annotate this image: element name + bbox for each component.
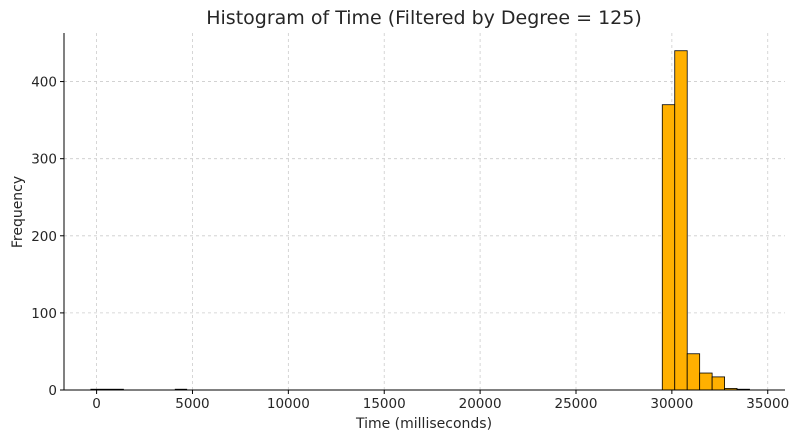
x-tick-label: 0 xyxy=(92,396,101,412)
x-tick-label: 35000 xyxy=(746,396,789,412)
y-tick-label: 200 xyxy=(31,229,57,245)
x-tick-label: 15000 xyxy=(363,396,406,412)
x-tick-label: 25000 xyxy=(555,396,598,412)
y-tick-label: 300 xyxy=(31,152,57,168)
y-axis-label: Frequency xyxy=(10,176,26,248)
x-tick-label: 5000 xyxy=(175,396,209,412)
x-tick-label: 10000 xyxy=(267,396,310,412)
bars xyxy=(90,50,750,391)
histogram-bar xyxy=(674,50,688,391)
x-tick-label: 30000 xyxy=(650,396,693,412)
y-tick-label: 0 xyxy=(48,383,57,399)
histogram-bar xyxy=(686,353,701,391)
axis-ticks: 0 5000 10000 15000 20000 25000 30000 35000 0 100 2… xyxy=(31,75,789,412)
histogram-bar xyxy=(699,372,713,391)
y-tick-label: 400 xyxy=(31,75,57,91)
chart-title: Histogram of Time (Filtered by Degree = … xyxy=(206,7,642,29)
x-tick-label: 20000 xyxy=(459,396,502,412)
y-tick-label: 100 xyxy=(31,306,57,322)
x-axis-label: Time (milliseconds) xyxy=(355,416,492,432)
histogram-bar xyxy=(661,104,676,391)
histogram-bar xyxy=(711,376,725,391)
